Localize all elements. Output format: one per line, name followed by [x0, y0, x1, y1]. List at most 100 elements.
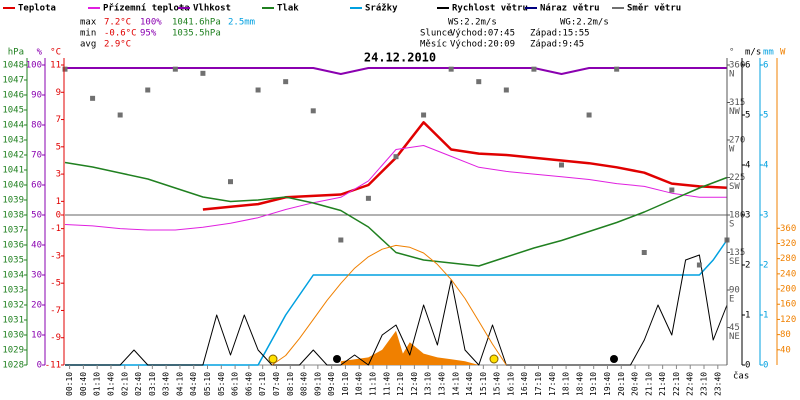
- series-line: [65, 239, 728, 366]
- x-tick-label: 06:10: [231, 372, 240, 396]
- y-tick-label: 0: [745, 361, 750, 371]
- direction-point: [117, 112, 123, 118]
- x-tick-label: 12:40: [410, 372, 419, 396]
- y-tick-label: 1042: [2, 151, 24, 161]
- y-tick-label: -9: [50, 333, 61, 343]
- y-tick-label: -5: [50, 279, 61, 289]
- x-tick-label: 21:10: [644, 372, 653, 396]
- compass-label: S: [729, 220, 734, 230]
- y-tick-label: 1048: [2, 61, 24, 71]
- y-tick-label: 240: [780, 269, 796, 279]
- y-tick-label: 10: [31, 331, 42, 341]
- series-line: [65, 254, 728, 366]
- x-tick-label: 07:10: [258, 372, 267, 396]
- moonrise-marker: [610, 355, 618, 363]
- x-tick-label: 04:10: [175, 372, 184, 396]
- direction-point: [365, 195, 371, 201]
- x-tick-label: 19:40: [603, 372, 612, 396]
- direction-point: [200, 70, 206, 76]
- y-tick-label: 160: [780, 300, 796, 310]
- x-tick-label: 00:10: [65, 372, 74, 396]
- compass-label: SW: [729, 182, 740, 192]
- y-tick-label: 30: [31, 271, 42, 281]
- axis-title: °C: [50, 48, 61, 58]
- legend-label: Teplota: [18, 4, 56, 14]
- y-tick-label: 60: [31, 181, 42, 191]
- y-tick-label: 270: [729, 136, 745, 146]
- x-tick-label: 20:10: [617, 372, 626, 396]
- y-tick-label: 1029: [2, 346, 24, 356]
- y-tick-label: 225: [729, 173, 745, 183]
- y-tick-label: -7: [50, 306, 61, 316]
- direction-point: [696, 262, 702, 268]
- x-tick-label: 02:40: [134, 372, 143, 396]
- y-tick-label: 4: [745, 161, 750, 171]
- y-tick-label: 1030: [2, 331, 24, 341]
- x-tick-label: 03:40: [162, 372, 171, 396]
- y-tick-label: 9: [56, 88, 61, 98]
- y-tick-label: 1038: [2, 211, 24, 221]
- y-tick-label: 280: [780, 254, 796, 264]
- y-tick-label: 200: [780, 285, 796, 295]
- axis-title: %: [37, 48, 43, 58]
- compass-label: SE: [729, 257, 740, 267]
- legend-label: Náraz větru: [540, 3, 600, 14]
- sun-rise: Východ:07:45: [450, 29, 515, 39]
- x-tick-label: 20:40: [631, 372, 640, 396]
- stat-rain: 2.5mm: [228, 18, 255, 28]
- y-tick-label: 5: [56, 142, 61, 152]
- direction-point: [448, 66, 454, 72]
- x-tick-label: 16:40: [520, 372, 529, 396]
- y-tick-label: 80: [780, 330, 791, 340]
- y-tick-label: 100: [26, 61, 42, 71]
- x-tick-label: 08:10: [286, 372, 295, 396]
- stat-humidity: 100%: [140, 18, 162, 28]
- x-tick-label: 01:40: [106, 372, 115, 396]
- y-tick-label: 40: [780, 345, 791, 355]
- x-tick-label: 09:10: [313, 372, 322, 396]
- y-tick-label: 1045: [2, 106, 24, 116]
- stat-temp: -0.6°C: [104, 29, 137, 39]
- stat-pressure: 1035.5hPa: [172, 29, 221, 39]
- x-tick-label: 00:40: [79, 372, 88, 396]
- x-tick-label: 01:10: [93, 372, 102, 396]
- stat-label: min: [80, 29, 96, 39]
- y-tick-label: 0: [37, 361, 42, 371]
- sun-label: Slunce: [420, 29, 453, 39]
- x-tick-label: 23:40: [713, 372, 722, 396]
- y-tick-label: 1: [745, 311, 750, 321]
- x-tick-label: 14:40: [465, 372, 474, 396]
- stat-temp: 2.9°C: [104, 40, 131, 50]
- area: [340, 330, 479, 365]
- axis-title: mm: [763, 48, 774, 58]
- direction-point: [641, 250, 647, 255]
- x-tick-label: 05:40: [217, 372, 226, 396]
- direction-point: [145, 87, 151, 93]
- x-tick-label: 05:10: [203, 372, 212, 396]
- y-tick-label: 1037: [2, 226, 24, 236]
- x-tick-label: 10:40: [355, 372, 364, 396]
- y-tick-label: 1039: [2, 196, 24, 206]
- plot: [62, 66, 730, 366]
- y-tick-label: 4: [763, 161, 768, 171]
- stat-temp: 7.2°C: [104, 18, 131, 28]
- legend-label: Srážky: [365, 4, 398, 14]
- axis-title: W: [780, 48, 786, 58]
- stat-humidity: 95%: [140, 29, 157, 39]
- x-axis-label: čas: [733, 371, 749, 382]
- y-tick-label: 1046: [2, 91, 24, 101]
- direction-point: [669, 187, 675, 193]
- legend-label: Směr větru: [627, 3, 681, 14]
- sunrise-marker: [268, 354, 278, 364]
- x-tick-label: 18:10: [562, 372, 571, 396]
- x-tick-label: 10:10: [341, 372, 350, 396]
- y-tick-label: 70: [31, 151, 42, 161]
- axis-title: °: [729, 48, 734, 58]
- x-tick-label: 22:10: [672, 372, 681, 396]
- stat-label: avg: [80, 40, 96, 50]
- series-line: [64, 161, 728, 267]
- sun-set: Západ:15:55: [530, 29, 590, 39]
- y-tick-label: 1043: [2, 136, 24, 146]
- x-tick-label: 09:40: [327, 372, 336, 396]
- legend-label: Vlhkost: [193, 4, 231, 14]
